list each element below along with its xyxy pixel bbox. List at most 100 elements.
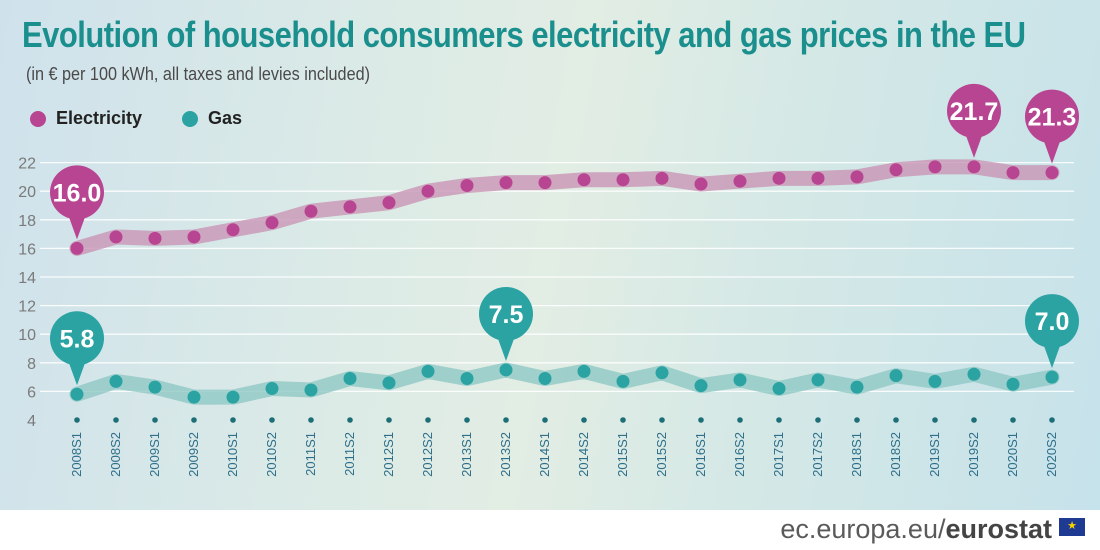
data-point-gas [577, 364, 591, 378]
source-footer[interactable]: ec.europa.eu/eurostat [780, 514, 1052, 545]
data-point-electricity [382, 196, 396, 210]
x-tick-label: 2014S1 [537, 432, 552, 477]
line-chart: 4 6 8 10 12 14 16 18 20 22 2008S1 2008S2 2009S1 2009… [18, 83, 1079, 477]
baseline-dot [971, 417, 977, 423]
x-tick-label: 2018S2 [888, 432, 903, 477]
data-point-gas [187, 390, 201, 404]
value-callout: 21.7 [947, 83, 1001, 158]
x-tick-label: 2008S2 [108, 432, 123, 477]
callout-bubble [50, 165, 104, 220]
data-point-electricity [655, 171, 669, 185]
data-point-gas [148, 380, 162, 394]
data-point-gas [1045, 370, 1059, 384]
callout-value-label: 21.7 [950, 98, 999, 126]
series-group [69, 159, 1060, 405]
baseline-dot [815, 417, 821, 423]
value-callout: 5.8 [50, 311, 104, 386]
y-tick-label: 10 [18, 327, 36, 344]
legend-item-electricity: Electricity [30, 108, 142, 129]
data-point-electricity [148, 231, 162, 245]
data-point-gas [538, 372, 552, 386]
baseline-dot [230, 417, 236, 423]
data-point-electricity [265, 216, 279, 230]
baseline-dot [152, 417, 158, 423]
callout-bubble [1025, 89, 1079, 144]
x-tick-label: 2019S2 [966, 432, 981, 477]
baseline-dot [737, 417, 743, 423]
x-tick-label: 2015S1 [615, 432, 630, 477]
callout-pointer [68, 360, 86, 386]
callout-pointer [1043, 138, 1061, 164]
baseline-dot [620, 417, 626, 423]
data-point-gas [733, 373, 747, 387]
y-tick-label: 18 [18, 213, 36, 230]
x-tick-label: 2016S2 [732, 432, 747, 477]
x-tick-label: 2015S2 [654, 432, 669, 477]
data-point-electricity [1006, 166, 1020, 180]
data-point-electricity [733, 174, 747, 188]
data-point-gas [343, 372, 357, 386]
x-tick-label: 2020S1 [1005, 432, 1020, 477]
x-tick-label: 2009S2 [186, 432, 201, 477]
baseline-dot [698, 417, 704, 423]
baseline-dot [932, 417, 938, 423]
data-point-gas [967, 367, 981, 381]
data-point-electricity [772, 171, 786, 185]
legend-gas-dot-icon [182, 110, 198, 127]
x-tick-label: 2009S1 [147, 432, 162, 477]
x-tick-label: 2020S2 [1044, 432, 1059, 477]
data-point-gas [889, 369, 903, 383]
data-point-electricity [811, 171, 825, 185]
chart-title: Evolution of household consumers electri… [22, 14, 1026, 55]
data-point-gas [655, 366, 669, 380]
baseline-dot [425, 417, 431, 423]
data-point-electricity [694, 177, 708, 191]
x-tick-label: 2010S1 [225, 432, 240, 477]
footer-brand[interactable]: eurostat [945, 514, 1052, 544]
x-tick-label: 2013S1 [459, 432, 474, 477]
baseline-dot [464, 417, 470, 423]
callout-pointer [68, 214, 86, 240]
x-tick-label: 2011S1 [303, 432, 318, 476]
callouts-group: 16.0 21.7 21.3 5.8 7.5 7.0 [50, 83, 1079, 386]
baseline-dot [113, 417, 119, 423]
y-tick-label: 22 [18, 156, 36, 173]
data-point-electricity [538, 176, 552, 190]
data-point-gas [499, 363, 513, 377]
x-tick-label: 2017S1 [771, 432, 786, 477]
legend-gas-label: Gas [208, 108, 243, 128]
callout-pointer [497, 335, 515, 361]
data-point-gas [109, 374, 123, 388]
x-tick-label: 2016S1 [693, 432, 708, 477]
data-point-electricity [967, 160, 981, 174]
data-point-gas [694, 379, 708, 393]
data-point-electricity [421, 184, 435, 198]
legend-electricity-label: Electricity [56, 108, 143, 128]
x-tick-label: 2008S1 [69, 432, 84, 477]
baseline-dot [542, 417, 548, 423]
y-axis: 4 6 8 10 12 14 16 18 20 22 [18, 156, 36, 430]
callout-value-label: 21.3 [1028, 104, 1077, 132]
x-axis: 2008S1 2008S2 2009S1 2009S2 2010S1 2010S2 2011… [69, 432, 1059, 477]
baseline-dot [776, 417, 782, 423]
callout-pointer [965, 132, 983, 158]
baseline-dot [1049, 417, 1055, 423]
data-point-gas [265, 382, 279, 396]
value-callout: 21.3 [1025, 89, 1079, 164]
callout-bubble [479, 286, 533, 341]
data-point-electricity [70, 241, 84, 255]
baseline-dot [308, 417, 314, 423]
data-point-gas [304, 383, 318, 397]
callout-value-label: 7.0 [1035, 308, 1070, 336]
data-point-gas [850, 380, 864, 394]
data-point-gas [382, 376, 396, 390]
value-callout: 7.0 [1025, 294, 1079, 369]
data-point-electricity [226, 223, 240, 237]
data-point-gas [928, 374, 942, 388]
baseline-dot [893, 417, 899, 423]
callout-value-label: 5.8 [60, 325, 95, 353]
chart-subtitle: (in € per 100 kWh, all taxes and levies … [26, 64, 370, 84]
data-point-gas [70, 387, 84, 401]
footer-site[interactable]: ec.europa.eu/ [780, 514, 946, 544]
data-point-electricity [850, 170, 864, 184]
